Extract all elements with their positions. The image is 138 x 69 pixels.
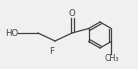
Text: CH₃: CH₃ [104, 54, 119, 63]
Text: HO: HO [5, 28, 19, 37]
Text: O: O [69, 10, 75, 18]
Text: F: F [50, 47, 55, 55]
